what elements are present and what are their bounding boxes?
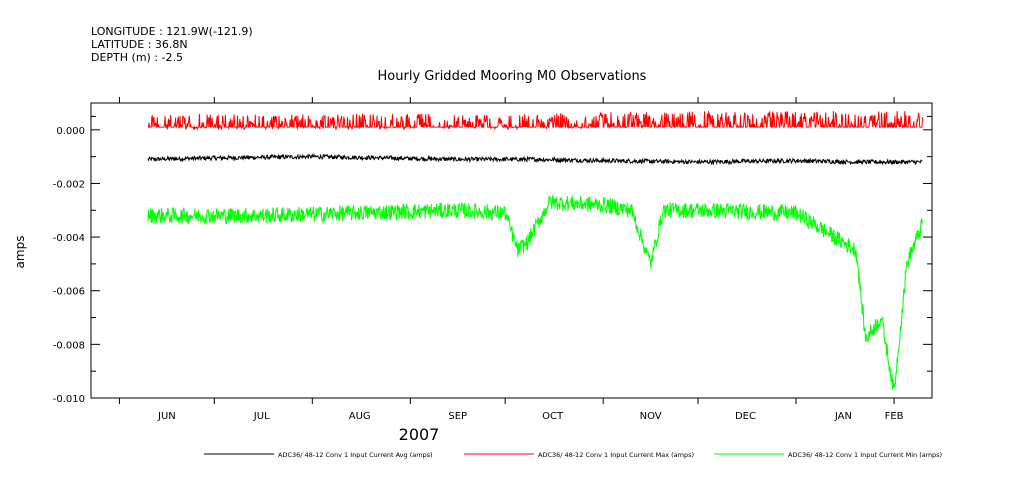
- series-line: [147, 111, 923, 132]
- x-tick-label: FEB: [885, 411, 904, 422]
- series-line: [147, 195, 923, 391]
- y-tick-label: -0.008: [53, 340, 85, 351]
- x-tick-label: SEP: [448, 411, 467, 422]
- x-tick-label: NOV: [640, 411, 662, 422]
- x-tick-label: OCT: [542, 411, 564, 422]
- depth-label: DEPTH (m) : -2.5: [91, 51, 183, 64]
- legend-label: ADC36/ 48-12 Conv 1 Input Current Avg (a…: [278, 451, 433, 459]
- y-tick-label: -0.010: [53, 394, 85, 405]
- legend-label: ADC36/ 48-12 Conv 1 Input Current Max (a…: [538, 451, 694, 459]
- legend: ADC36/ 48-12 Conv 1 Input Current Avg (a…: [204, 451, 942, 459]
- y-tick-label: 0.000: [56, 126, 85, 137]
- legend-label: ADC36/ 48-12 Conv 1 Input Current Min (a…: [788, 451, 942, 459]
- longitude-label: LONGITUDE : 121.9W(-121.9): [91, 25, 253, 38]
- series-line: [147, 152, 923, 166]
- y-tick-label: -0.006: [53, 287, 85, 298]
- y-tick-label: -0.002: [53, 179, 85, 190]
- x-tick-label: JUL: [253, 411, 270, 422]
- plot-frame: [90, 102, 933, 399]
- x-axis-year-label: 2007: [399, 425, 440, 444]
- axis-layer: 0.000 -0.002 -0.004 -0.006 -0.008 -0.010 JUN JU…: [53, 97, 932, 422]
- x-tick-label: JAN: [834, 411, 852, 422]
- x-tick-label: AUG: [349, 411, 371, 422]
- latitude-label: LATITUDE : 36.8N: [91, 38, 188, 51]
- x-tick-label: JUN: [157, 411, 176, 422]
- y-axis-label: amps: [13, 236, 27, 269]
- chart-title: Hourly Gridded Mooring M0 Observations: [378, 69, 647, 84]
- y-tick-label: -0.004: [53, 233, 85, 244]
- x-tick-label: DEC: [735, 411, 756, 422]
- series-layer: [147, 111, 923, 391]
